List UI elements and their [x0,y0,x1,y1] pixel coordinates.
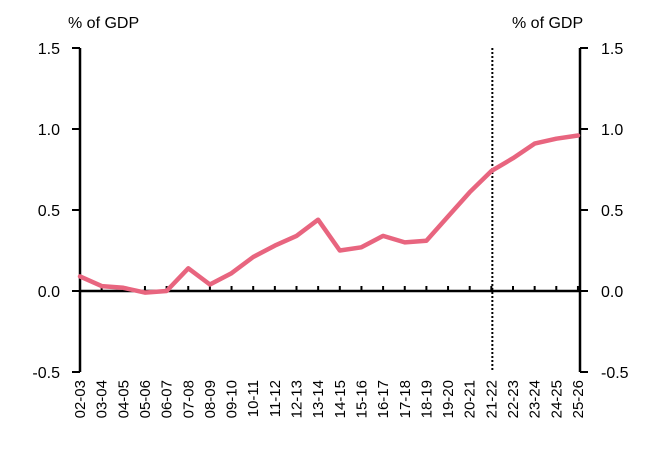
category-label: 02-03 [72,380,89,418]
right-tick-label: -0.5 [601,365,629,382]
right-tick-label: 1.0 [601,122,623,139]
category-label: 19-20 [440,380,457,418]
right-tick-label: 0.0 [601,284,623,301]
left-tick-label: 1.0 [38,122,60,139]
series-line [77,133,581,295]
category-label: 24-25 [548,380,565,418]
category-label: 09-10 [224,380,241,418]
left-tick-label: 1.5 [38,41,60,58]
right-axis-ticks: 1.5 1.0 0.5 0.0 -0.5 [580,41,629,382]
category-label: 14-15 [332,380,349,418]
category-label: 03-04 [94,380,111,418]
left-axis-unit-label: % of GDP [68,15,139,32]
category-label: 04-05 [115,380,132,418]
category-label: 21-22 [483,380,500,418]
left-tick-label: -0.5 [32,365,60,382]
left-tick-label: 0.0 [38,284,60,301]
category-label: 15-16 [353,380,370,418]
right-axis-unit-label: % of GDP [512,15,583,32]
category-label: 07-08 [180,380,197,418]
left-axis-ticks: 1.5 1.0 0.5 0.0 -0.5 [32,41,80,382]
axes [78,48,582,372]
category-label: 12-13 [289,380,306,418]
category-label: 13-14 [310,380,327,418]
category-label: 17-18 [397,380,414,418]
category-label: 22-23 [505,380,522,418]
left-tick-label: 0.5 [38,203,60,220]
category-labels: 02-03 03-04 04-05 05-06 06-07 07-08 08-09 09-10… [72,380,587,418]
category-label: 06-07 [159,380,176,418]
category-label: 18-19 [418,380,435,418]
category-label: 11-12 [267,380,284,417]
category-label: 08-09 [202,380,219,418]
category-label: 16-17 [375,380,392,418]
category-label: 05-06 [137,380,154,418]
right-tick-label: 0.5 [601,203,623,220]
category-label: 10-11 [245,380,262,417]
right-tick-label: 1.5 [601,41,623,58]
category-label: 23-24 [527,380,544,418]
category-label: 25-26 [570,380,587,418]
category-label: 20-21 [462,380,479,418]
series-layer [77,133,581,295]
